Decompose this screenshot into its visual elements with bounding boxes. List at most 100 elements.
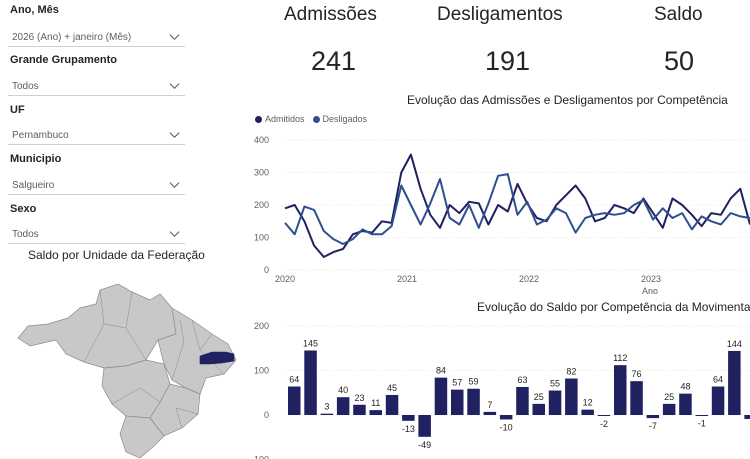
line-series-desligados [284,173,750,245]
bar-chart-data-label: 63 [517,375,527,385]
bar-chart-bar [402,415,415,421]
bar-chart-bar [467,388,480,415]
chevron-down-icon [169,231,180,238]
bar-chart-data-label: 25 [534,392,544,402]
bar-chart-ytick-label: 0 [264,410,269,420]
bar-chart-bar [434,377,448,415]
bar-chart-bar [581,409,594,415]
map-title: Saldo por Unidade da Federação [28,248,205,262]
bar-chart-bar [483,411,497,415]
bar-chart-bar [451,389,464,415]
line-chart-ytick-label: 200 [254,200,269,210]
filter-ano-mes-label: Ano, Mês [10,4,59,16]
filter-ano-mes-value: 2026 (Ano) + janeiro (Mês) [12,32,132,43]
legend-dot-icon [312,115,320,123]
bar-chart[interactable]: -100 0 100 200 64 145 3 40 23 11 45 -13-49 84 57 59 7 -1… [248,315,750,459]
bar-chart-bar [385,394,399,415]
bar-chart-bar [711,386,725,415]
line-chart-ytick-label: 100 [254,233,269,243]
bar-chart-bar [695,415,708,416]
filter-grupamento-select[interactable]: Todos [8,76,185,96]
line-chart-legend: Admitidos Desligados [255,114,367,124]
line-chart-xtick-label: 2023 [641,274,661,284]
bar-chart-data-label: -49 [418,440,431,450]
bar-chart-data-label: 145 [303,338,318,348]
bar-chart-bar [614,365,627,415]
kpi-desligamentos-value: 191 [485,46,531,76]
bar-chart-data-label: 84 [436,366,446,376]
bar-chart-data-label: 25 [664,392,674,402]
bar-chart-ytick-label: 200 [254,321,269,331]
legend-item-desligados[interactable]: Desligados [312,114,368,124]
filter-uf-value: Pernambuco [12,130,69,141]
bar-chart-data-label: 12 [583,398,593,408]
bar-chart-data-label: 48 [680,382,690,392]
bar-chart-data-label: 45 [387,383,397,393]
bar-chart-data-label: -7 [649,421,657,431]
filter-ano-mes-select[interactable]: 2026 (Ano) + janeiro (Mês) [8,27,185,47]
line-chart-xtick-label: 2020 [275,274,295,284]
legend-dot-icon [255,115,262,123]
bar-chart-bar [597,415,611,416]
filter-uf-label: UF [10,104,25,116]
bar-chart-data-label: -13 [402,424,415,434]
filter-sexo-select[interactable]: Todos [8,224,185,244]
line-chart[interactable]: 0 100 200 300 400 2020 2021 2022 2023 Ano [248,128,750,298]
filter-municipio-value: Salgueiro [12,180,55,191]
kpi-saldo-label: Saldo [654,4,703,25]
bar-chart-title: Evolução do Saldo por Competência da Mov… [477,300,750,314]
bar-chart-bar [565,378,578,415]
line-chart-xtick-label: 2021 [397,274,417,284]
legend-item-admitidos[interactable]: Admitidos [255,114,305,124]
map-region-south[interactable] [119,415,165,459]
bar-chart-bar [679,393,692,415]
chevron-down-icon [169,182,180,189]
bar-chart-data-label: 40 [338,385,348,395]
bar-chart-bar [320,413,334,415]
bar-chart-data-label: 55 [550,379,560,389]
bar-chart-bar [532,403,545,415]
bar-chart-data-label: 64 [289,375,299,385]
legend-label-desligados: Desligados [322,114,368,124]
map-region-northeast[interactable] [157,307,237,395]
bar-chart-bar [646,415,660,419]
filter-uf-select[interactable]: Pernambuco [8,125,185,145]
bar-chart-data-label: 3 [324,402,329,412]
bar-chart-bar [369,410,382,415]
map-state-pernambuco[interactable] [199,351,235,365]
chevron-down-icon [169,83,180,90]
chevron-down-icon [169,34,180,41]
line-chart-xtick-label: 2022 [519,274,539,284]
bar-chart-bar [353,404,366,415]
line-series-admitidos [284,153,750,258]
line-chart-ytick-label: 300 [254,168,269,178]
chevron-down-icon [169,132,180,139]
bar-chart-bar [728,350,741,415]
brazil-map[interactable] [0,268,260,459]
filter-sexo-value: Todos [12,229,39,240]
bar-chart-data-label: 144 [727,339,742,349]
bar-chart-data-label: 64 [713,375,723,385]
bar-chart-bar [548,390,562,415]
bar-chart-bar [288,386,301,415]
bar-chart-bar [304,350,317,415]
bar-chart-bar [744,415,750,420]
map-region-north[interactable] [17,283,181,369]
bar-chart-data-label: 76 [632,369,642,379]
bar-chart-data-label: -10 [500,422,513,432]
kpi-desligamentos-label: Desligamentos [437,4,563,25]
filter-municipio-select[interactable]: Salgueiro [8,175,185,195]
line-chart-xaxis-label: Ano [642,286,658,296]
bar-chart-ytick-label: -100 [251,455,269,459]
bar-chart-data-label: 59 [469,377,479,387]
filters-panel: Ano, Mês 2026 (Ano) + janeiro (Mês) Gran… [0,0,190,245]
bar-chart-data-label: 7 [487,400,492,410]
bar-chart-data-label: 57 [452,378,462,388]
bar-chart-bar [418,415,431,437]
bar-chart-bar [336,397,350,415]
bar-chart-data-label: 112 [613,353,627,363]
bar-chart-data-label: -2 [600,419,608,429]
bar-chart-bar [499,415,513,420]
bar-chart-bar [630,381,643,415]
filter-grupamento-label: Grande Grupamento [10,54,117,66]
